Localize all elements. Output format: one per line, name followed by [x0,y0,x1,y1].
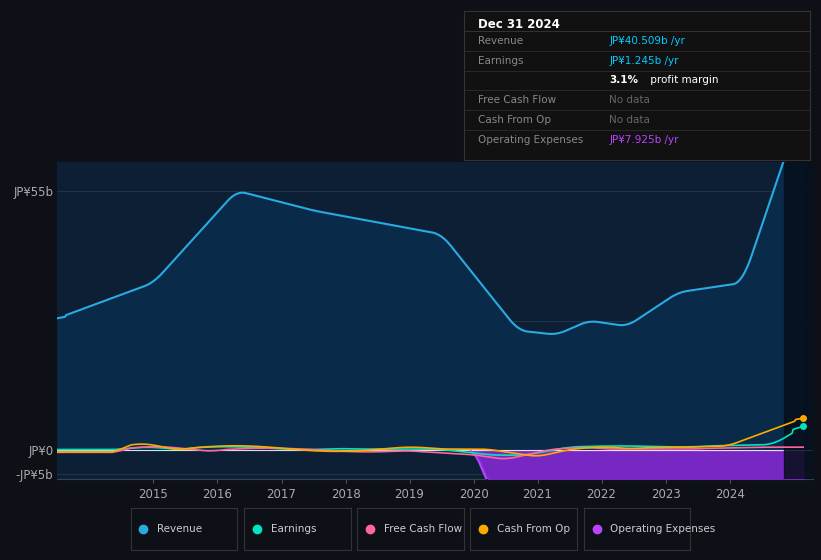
Text: JP¥1.245b /yr: JP¥1.245b /yr [609,55,679,66]
Text: Revenue: Revenue [478,36,523,46]
Text: No data: No data [609,115,650,125]
Text: Free Cash Flow: Free Cash Flow [384,524,462,534]
Text: Cash From Op: Cash From Op [478,115,551,125]
Text: JP¥7.925b /yr: JP¥7.925b /yr [609,135,679,145]
Text: Revenue: Revenue [157,524,202,534]
Text: profit margin: profit margin [648,76,719,86]
Text: Operating Expenses: Operating Expenses [478,135,583,145]
Text: No data: No data [609,95,650,105]
Text: Free Cash Flow: Free Cash Flow [478,95,556,105]
Text: 3.1%: 3.1% [609,76,639,86]
Text: Cash From Op: Cash From Op [498,524,570,534]
Text: Operating Expenses: Operating Expenses [611,524,716,534]
Text: JP¥40.509b /yr: JP¥40.509b /yr [609,36,686,46]
Text: Dec 31 2024: Dec 31 2024 [478,17,560,31]
Text: Earnings: Earnings [478,55,523,66]
Text: Earnings: Earnings [271,524,316,534]
Bar [784,162,813,479]
